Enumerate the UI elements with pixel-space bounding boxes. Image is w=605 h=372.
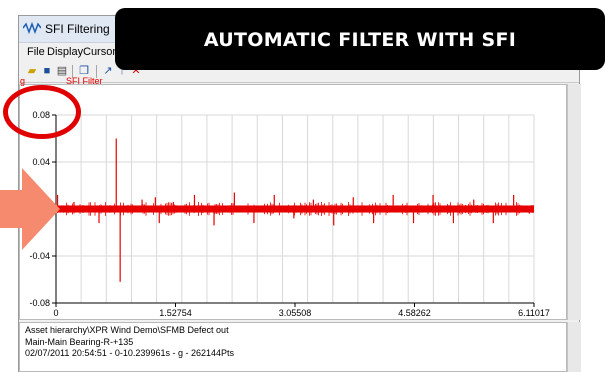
signal-noise-band: [56, 205, 534, 213]
menu-file[interactable]: File: [27, 46, 45, 58]
x-tick-label: 4.58262: [398, 308, 431, 318]
info-line-location: Main-Main Bearing-R-+135: [25, 336, 134, 347]
callout-arrow-icon: [0, 168, 60, 250]
banner-text: AUTOMATIC FILTER WITH SFI: [203, 29, 517, 51]
legend-unit: g: [20, 76, 26, 86]
plot-vertical-scrollbar[interactable]: [567, 84, 581, 320]
cursor-up-icon[interactable]: ↑: [119, 65, 125, 77]
save-icon[interactable]: ■: [43, 65, 51, 77]
title-banner: AUTOMATIC FILTER WITH SFI: [115, 8, 605, 70]
x-tick-label: 0: [53, 308, 58, 318]
open-folder-icon[interactable]: ▰: [27, 65, 37, 77]
clear-cursor-icon[interactable]: ✕: [131, 65, 141, 77]
callout-ellipse: [3, 85, 81, 139]
trend-icon[interactable]: ↗: [103, 65, 113, 77]
x-tick-label: 3.05508: [279, 308, 312, 318]
print-icon[interactable]: ▤: [56, 65, 68, 77]
waveform-icon: [23, 22, 41, 34]
menu-cursors[interactable]: Cursors: [83, 46, 122, 58]
legend-series-label: SFI Filter: [66, 76, 103, 86]
y-tick-label: -0.04: [29, 251, 50, 261]
y-tick-label: 0.04: [32, 157, 50, 167]
info-line-asset: Asset hierarchy\XPR Wind Demo\SFMB Defec…: [25, 325, 229, 335]
x-tick-label: 1.52754: [159, 308, 192, 318]
copy-icon[interactable]: ❐: [79, 65, 89, 77]
signal-chart: 0.080.040-0.04-0.0801.527543.055084.5826…: [29, 110, 550, 318]
menu-display[interactable]: Display: [47, 46, 84, 58]
info-panel: Asset hierarchy\XPR Wind Demo\SFMB Defec…: [19, 322, 567, 372]
x-tick-label: 6.11017: [518, 308, 550, 318]
toolbar-separator: [96, 65, 97, 78]
toolbar-separator: [72, 65, 73, 78]
app-window: SFI Filtering File Display Cursors ▰ ■ ▤…: [18, 15, 581, 372]
window-title: SFI Filtering: [45, 22, 110, 36]
info-line-measurement: 02/07/2011 20:54:51 - 0-10.239961s - g -…: [25, 348, 234, 358]
plot-area[interactable]: 0.080.040-0.04-0.0801.527543.055084.5826…: [19, 84, 567, 320]
menu-bar: File Display Cursors: [19, 43, 579, 61]
y-tick-label: -0.08: [29, 298, 50, 308]
info-vertical-scrollbar[interactable]: [567, 322, 581, 372]
